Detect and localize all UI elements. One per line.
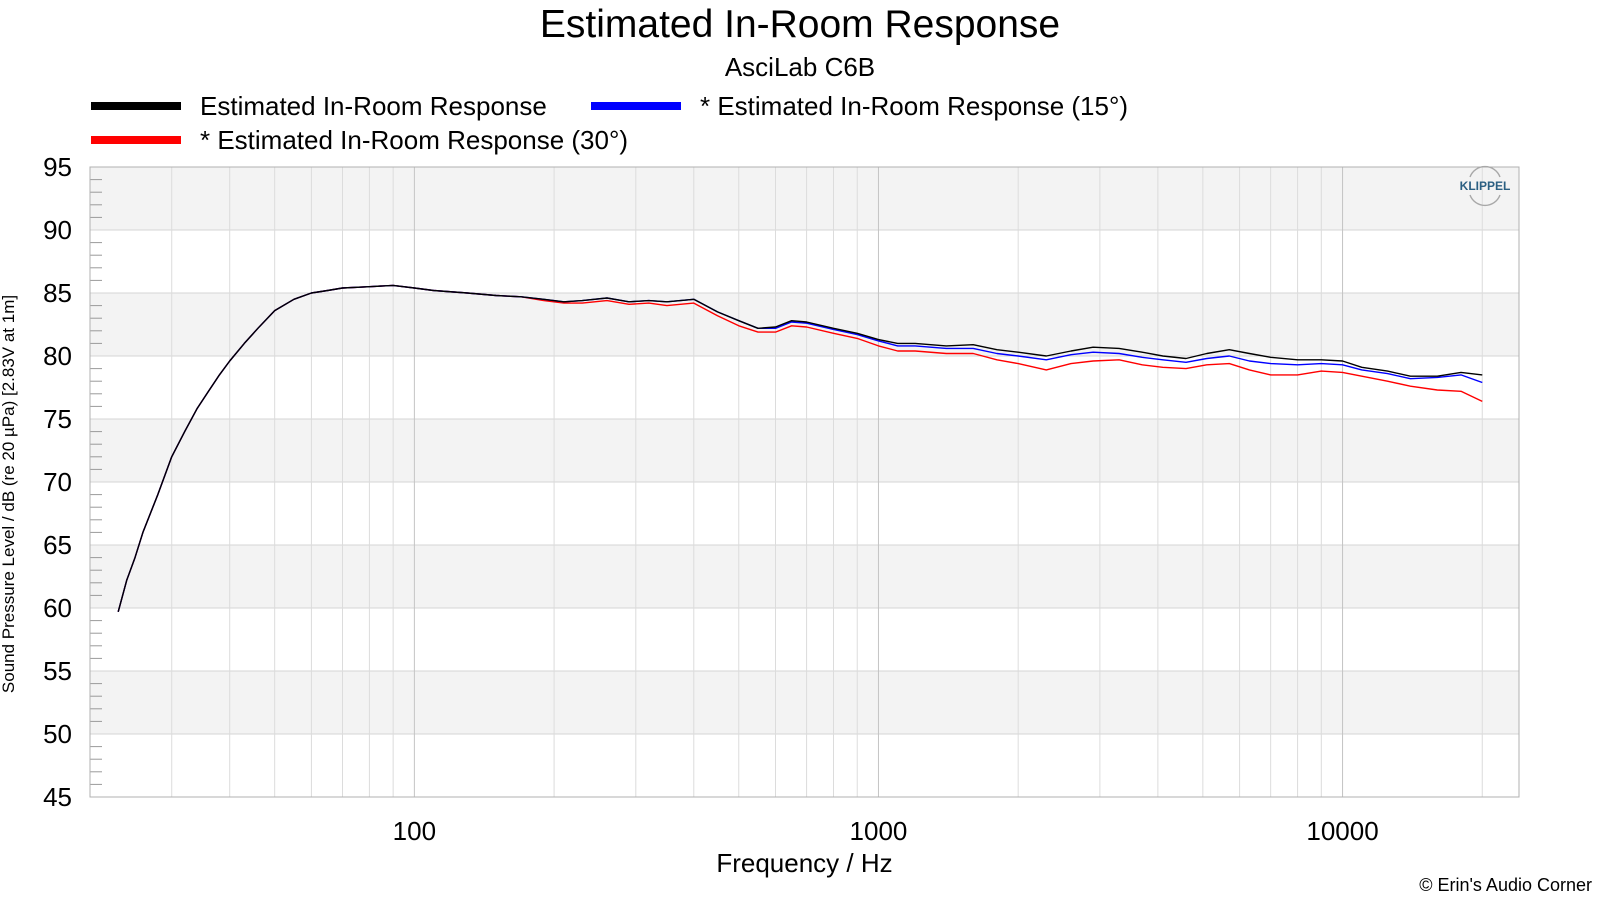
plot-band (90, 419, 1519, 482)
legend-item-red[interactable]: * Estimated In-Room Response (30°) (91, 125, 628, 155)
y-minor-ticks (90, 179, 102, 785)
copyright-notice: © Erin's Audio Corner (1419, 875, 1592, 895)
legend-swatch-red (91, 136, 181, 144)
plot-band (90, 356, 1519, 419)
y-tick-label: 55 (43, 656, 72, 686)
chart-subtitle: AsciLab C6B (724, 52, 876, 82)
klippel-logo-text: KLIPPEL (1460, 179, 1511, 193)
y-tick-label: 60 (43, 593, 72, 623)
y-tick-label: 65 (43, 530, 72, 560)
legend-swatch-blue (591, 102, 681, 110)
legend-item-black[interactable]: Estimated In-Room Response (91, 91, 547, 121)
chart-title: Estimated In-Room Response (539, 3, 1061, 46)
x-tick-label: 100 (393, 816, 436, 846)
plot-frame (89, 166, 1520, 798)
y-tick-label: 45 (43, 782, 72, 812)
y-tick-label: 80 (43, 341, 72, 371)
klippel-watermark: KLIPPEL (1460, 165, 1511, 207)
y-tick-labels: 45 50 55 60 65 70 75 80 85 90 95 (43, 152, 72, 812)
plot-band (90, 734, 1519, 797)
x-tick-label: 10000 (1306, 816, 1378, 846)
legend-item-blue[interactable]: * Estimated In-Room Response (15°) (591, 91, 1128, 121)
y-axis-label: Sound Pressure Level / dB (re 20 µPa) [2… (0, 295, 18, 693)
plot-bands (90, 167, 1519, 797)
plot-band (90, 482, 1519, 545)
plot-band (90, 230, 1519, 293)
legend-label-blue: * Estimated In-Room Response (15°) (700, 90, 1129, 121)
legend-label-red: * Estimated In-Room Response (30°) (200, 124, 629, 155)
plot-band (90, 167, 1519, 230)
plot-band (90, 545, 1519, 608)
y-tick-label: 70 (43, 467, 72, 497)
y-tick-label: 90 (43, 215, 72, 245)
x-tick-labels: 100 1000 10000 (393, 816, 1379, 846)
y-tick-label: 85 (43, 278, 72, 308)
plot-band (90, 671, 1519, 734)
y-tick-label: 50 (43, 719, 72, 749)
y-tick-label: 95 (43, 152, 72, 182)
legend-swatch-black (91, 102, 181, 110)
x-axis-label: Frequency / Hz (716, 848, 892, 878)
plot-band (90, 293, 1519, 356)
series-lines (117, 284, 1483, 612)
y-tick-label: 75 (43, 404, 72, 434)
legend-label-black: Estimated In-Room Response (200, 90, 547, 121)
plot-band (90, 608, 1519, 671)
x-tick-label: 1000 (850, 816, 908, 846)
series-line-0 (117, 284, 1483, 612)
